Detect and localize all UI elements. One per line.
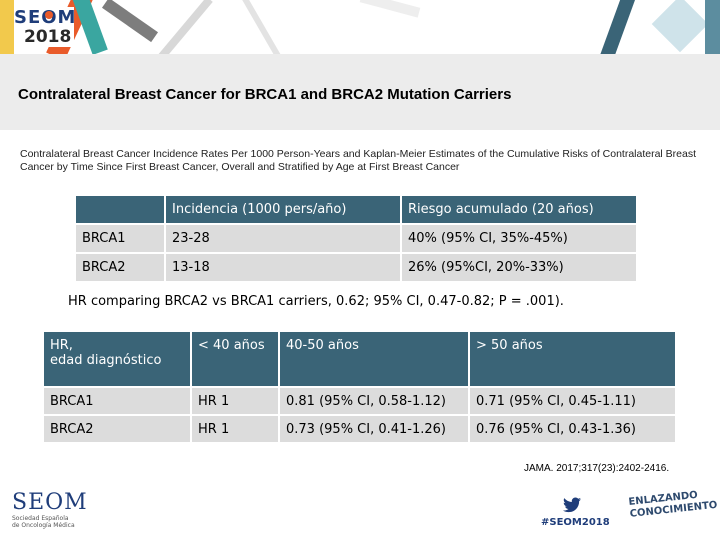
table-cell: BRCA1: [44, 388, 190, 414]
decorative-shape: [359, 0, 421, 18]
decorative-shape: [240, 0, 286, 54]
table-row: BRCA2 13-18 26% (95%CI, 20%-33%): [76, 254, 636, 281]
table-cell: 26% (95%CI, 20%-33%): [402, 254, 636, 281]
twitter-bird-icon: [563, 497, 581, 513]
table-header-cell: Riesgo acumulado (20 años): [402, 196, 636, 223]
title-band: [0, 54, 720, 130]
table-cell: 0.76 (95% CI, 0.43-1.36): [470, 416, 675, 442]
table-cell: 0.71 (95% CI, 0.45-1.11): [470, 388, 675, 414]
table-cell: BRCA2: [76, 254, 164, 281]
page-title: Contralateral Breast Cancer for BRCA1 an…: [18, 86, 512, 103]
table-cell: 40% (95% CI, 35%-45%): [402, 225, 636, 252]
header-line: HR,: [50, 338, 73, 353]
logo-seom-text: SEOM: [14, 7, 76, 28]
decorative-shape: [598, 0, 636, 54]
table-header-cell: [76, 196, 164, 223]
slogan-text: ENLAZANDO CONOCIMIENTO: [628, 488, 718, 521]
table-caption: Contralateral Breast Cancer Incidence Ra…: [20, 148, 697, 173]
footer-sub-line: de Oncología Médica: [12, 522, 75, 529]
table-row: BRCA1 HR 1 0.81 (95% CI, 0.58-1.12) 0.71…: [44, 388, 675, 414]
table-cell: HR 1: [192, 416, 278, 442]
logo-year-text: 2018: [24, 27, 72, 47]
header-band: SEOM 2018: [0, 0, 720, 54]
citation: JAMA. 2017;317(23):2402-2416.: [524, 463, 670, 474]
footer-seom-subtitle: Sociedad Española de Oncología Médica: [12, 515, 75, 529]
table-header-cell: 40-50 años: [280, 332, 468, 386]
decorative-shape: [705, 0, 720, 54]
decorative-shape: [155, 0, 213, 54]
decorative-shape: [651, 0, 709, 53]
table-cell: BRCA2: [44, 416, 190, 442]
logo-dot: [45, 11, 53, 19]
table-cell: HR 1: [192, 388, 278, 414]
footer-seom-logo: SEOM: [12, 490, 88, 515]
table-row: BRCA2 HR 1 0.73 (95% CI, 0.41-1.26) 0.76…: [44, 416, 675, 442]
table-header-cell: HR, edad diagnóstico: [44, 332, 190, 386]
seom-2018-logo: SEOM 2018: [14, 7, 76, 47]
table-header-cell: < 40 años: [192, 332, 278, 386]
table-cell: BRCA1: [76, 225, 164, 252]
table-cell: 13-18: [166, 254, 400, 281]
age-hr-table: HR, edad diagnóstico < 40 años 40-50 años…: [42, 330, 677, 444]
table-header-row: HR, edad diagnóstico < 40 años 40-50 años…: [44, 332, 675, 386]
footer-sub-line: Sociedad Española: [12, 515, 69, 522]
table-cell: 0.73 (95% CI, 0.41-1.26): [280, 416, 468, 442]
table-header-cell: Incidencia (1000 pers/año): [166, 196, 400, 223]
table-header-cell: > 50 años: [470, 332, 675, 386]
decorative-shape: [101, 0, 159, 43]
hashtag-label: #SEOM2018: [541, 517, 610, 528]
hr-statement: HR comparing BRCA2 vs BRCA1 carriers, 0.…: [68, 294, 564, 309]
table-header-row: Incidencia (1000 pers/año) Riesgo acumul…: [76, 196, 636, 223]
table-cell: 0.81 (95% CI, 0.58-1.12): [280, 388, 468, 414]
header-line: edad diagnóstico: [50, 353, 162, 368]
incidence-table: Incidencia (1000 pers/año) Riesgo acumul…: [74, 194, 638, 283]
table-row: BRCA1 23-28 40% (95% CI, 35%-45%): [76, 225, 636, 252]
table-cell: 23-28: [166, 225, 400, 252]
decorative-shape: [0, 0, 14, 54]
